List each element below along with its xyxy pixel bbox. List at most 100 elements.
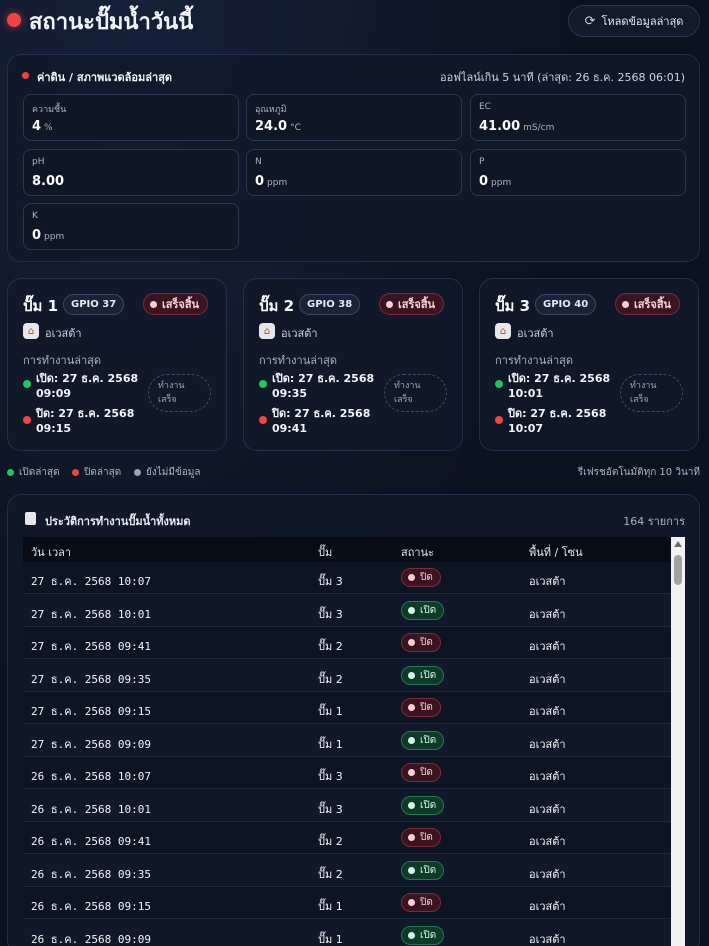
legend-none: ยังไม่มีข้อมูล (134, 465, 201, 480)
status-dot (7, 13, 21, 27)
table-row: 26 ธ.ค. 2568 09:35 ปั๊ม 2 เปิด อเวสต้า (23, 854, 671, 887)
row-pump: ปั๊ม 3 (318, 802, 343, 816)
reload-label: โหลดข้อมูลล่าสุด (601, 15, 684, 28)
metric-unit: ppm (267, 178, 288, 188)
last-run-label: การทำงานล่าสุด (23, 354, 102, 367)
row-pump: ปั๊ม 3 (318, 770, 343, 783)
column-header-zone: พื้นที่ / โซน (529, 546, 583, 559)
metric-ec: EC 41.00 mS/cm (470, 94, 686, 141)
scroll-thumb[interactable] (674, 555, 682, 585)
row-pump: ปั๊ม 2 (318, 672, 343, 686)
status-badge: เสร็จสิ้น (615, 293, 681, 315)
row-status-badge: เปิด (401, 600, 445, 620)
row-status-badge: เปิด (401, 925, 445, 945)
pump-name: ปั๊ม 2 (259, 297, 295, 315)
history-count: 164 รายการ (623, 515, 685, 528)
row-pump: ปั๊ม 1 (318, 900, 343, 913)
last-run-label: การทำงานล่าสุด (259, 354, 338, 367)
row-zone: อเวสต้า (529, 900, 566, 913)
row-time: 27 ธ.ค. 2568 09:15 (31, 705, 152, 718)
pump-card: ปั๊ม 3 GPIO 40 เสร็จสิ้น ⌂ อเวสต้า การทำ… (479, 278, 699, 451)
metric-unit: °C (290, 123, 301, 133)
row-time: 26 ธ.ค. 2568 09:41 (31, 835, 152, 848)
metric-k: K 0 ppm (23, 203, 239, 250)
off-dot (495, 416, 503, 424)
row-status-badge: เปิด (401, 730, 445, 750)
status-badge: เสร็จสิ้น (143, 293, 209, 315)
table-scrollbar[interactable] (671, 537, 685, 946)
table-row: 27 ธ.ค. 2568 10:01 ปั๊ม 3 เปิด อเวสต้า (23, 594, 671, 627)
last-on-text: เปิด: 27 ธ.ค. 2568 10:01 (508, 372, 611, 400)
metric-n: N 0 ppm (246, 149, 462, 196)
gpio-badge: GPIO 38 (299, 294, 361, 315)
on-dot (495, 380, 503, 388)
row-status-badge: ปิด (401, 828, 441, 847)
row-status-badge: ปิด (401, 568, 441, 587)
done-badge: ทำงาน เสร็จ (620, 374, 683, 412)
pump-card: ปั๊ม 1 GPIO 37 เสร็จสิ้น ⌂ อเวสต้า การทำ… (7, 278, 227, 451)
metric-value: 8.00 (32, 174, 65, 189)
metric-label: EC (479, 102, 491, 112)
metric-unit: % (44, 123, 53, 133)
table-row: 26 ธ.ค. 2568 09:15 ปั๊ม 1 ปิด อเวสต้า (23, 887, 671, 919)
last-off-text: ปิด: 27 ธ.ค. 2568 09:15 (36, 407, 135, 435)
table-header: วัน เวลา ปั๊ม สถานะ พื้นที่ / โซน (23, 537, 671, 562)
row-zone: อเวสต้า (529, 802, 566, 816)
last-off-text: ปิด: 27 ธ.ค. 2568 10:07 (508, 407, 607, 435)
on-dot (23, 380, 31, 388)
metric-value: 0 (32, 228, 42, 243)
zone-label: อเวสต้า (45, 327, 82, 340)
done-badge: ทำงาน เสร็จ (384, 374, 447, 412)
last-on-text: เปิด: 27 ธ.ค. 2568 09:09 (36, 372, 139, 400)
table-row: 27 ธ.ค. 2568 09:09 ปั๊ม 1 เปิด อเวสต้า (23, 724, 671, 757)
on-dot (259, 380, 267, 388)
metric-unit: ppm (44, 232, 65, 242)
row-time: 26 ธ.ค. 2568 10:07 (31, 770, 152, 783)
page-title: สถานะปั๊มน้ำวันนี้ (29, 10, 194, 35)
column-header-time: วัน เวลา (31, 546, 72, 559)
off-dot (23, 416, 31, 424)
row-zone: อเวสต้า (529, 867, 566, 881)
table-row: 27 ธ.ค. 2568 09:35 ปั๊ม 2 เปิด อเวสต้า (23, 659, 671, 692)
environment-card: ค่าดิน / สภาพแวดล้อมล่าสุด ออฟไลน์เกิน 5… (7, 54, 700, 262)
row-pump: ปั๊ม 2 (318, 640, 343, 653)
row-status-badge: เปิด (401, 665, 445, 685)
environment-title: ค่าดิน / สภาพแวดล้อมล่าสุด (37, 71, 173, 84)
metric-value: 41.00 (479, 119, 521, 134)
row-zone: อเวสต้า (529, 672, 566, 686)
table-row: 26 ธ.ค. 2568 09:09 ปั๊ม 1 เปิด อเวสต้า (23, 919, 671, 946)
zone-label: อเวสต้า (281, 327, 318, 340)
row-time: 27 ธ.ค. 2568 09:41 (31, 640, 152, 653)
row-zone: อเวสต้า (529, 705, 566, 718)
row-status-badge: ปิด (401, 893, 441, 912)
row-time: 26 ธ.ค. 2568 09:35 (31, 867, 152, 881)
metric-label: N (255, 157, 262, 167)
row-time: 26 ธ.ค. 2568 10:01 (31, 802, 152, 816)
table-row: 26 ธ.ค. 2568 09:41 ปั๊ม 2 ปิด อเวสต้า (23, 822, 671, 854)
row-pump: ปั๊ม 3 (318, 607, 343, 621)
metric-ph: pH 8.00 (23, 149, 239, 196)
scroll-up-arrow-icon[interactable] (674, 541, 682, 547)
environment-status: ออฟไลน์เกิน 5 นาที (ล่าสุด: 26 ธ.ค. 2568… (440, 71, 685, 84)
metric-value: 0 (479, 174, 489, 189)
gpio-badge: GPIO 37 (63, 294, 125, 315)
refresh-icon: ⟳ (584, 13, 596, 29)
legend-on: เปิดล่าสุด (7, 465, 60, 480)
row-zone: อเวสต้า (529, 835, 566, 848)
metric-value: 24.0 (255, 119, 288, 134)
gpio-badge: GPIO 40 (535, 294, 597, 315)
reload-button[interactable]: ⟳ โหลดข้อมูลล่าสุด (568, 5, 700, 37)
row-time: 27 ธ.ค. 2568 10:01 (31, 607, 152, 621)
page-header: สถานะปั๊มน้ำวันนี้ ⟳ โหลดข้อมูลล่าสุด (0, 0, 709, 44)
pump-name: ปั๊ม 1 (23, 297, 59, 315)
row-time: 27 ธ.ค. 2568 10:07 (31, 575, 152, 588)
offline-dot (22, 72, 29, 79)
done-badge: ทำงาน เสร็จ (148, 374, 211, 412)
home-icon: ⌂ (259, 323, 275, 339)
metric-label: pH (32, 157, 45, 167)
table-row: 26 ธ.ค. 2568 10:01 ปั๊ม 3 เปิด อเวสต้า (23, 789, 671, 822)
metric-label: ความชื้น (32, 105, 67, 115)
metric-label: อุณหภูมิ (255, 105, 287, 115)
row-time: 26 ธ.ค. 2568 09:15 (31, 900, 152, 913)
row-zone: อเวสต้า (529, 737, 566, 751)
